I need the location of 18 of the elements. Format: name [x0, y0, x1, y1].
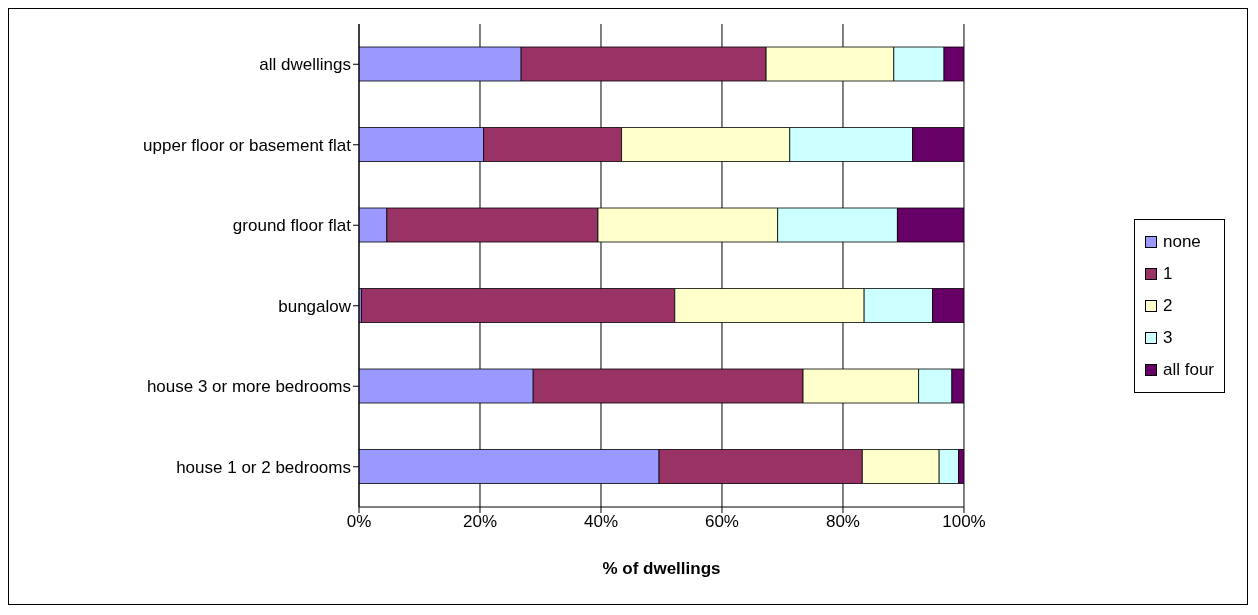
y-tick-label: house 3 or more bedrooms: [146, 377, 351, 397]
x-axis-title: % of dwellings: [602, 559, 721, 578]
y-tick-label: ground floor flat: [232, 216, 352, 236]
legend-label: all four: [1162, 359, 1214, 380]
x-tick-label: 100%: [942, 512, 986, 532]
x-tick-label: 60%: [704, 512, 739, 532]
legend-label: 3: [1162, 327, 1173, 348]
y-tick-label: all dwellings: [259, 55, 351, 75]
legend-label: 2: [1162, 295, 1173, 316]
y-tick-label: upper floor or basement flat: [143, 135, 352, 155]
legend-label: none: [1162, 231, 1201, 252]
y-tick-label: house 1 or 2 bedrooms: [176, 457, 351, 477]
x-tick-label: 0%: [346, 512, 372, 532]
legend-label: 1: [1162, 263, 1173, 284]
y-tick-label: bungalow: [278, 296, 352, 316]
x-tick-label: 20%: [462, 512, 498, 532]
x-tick-label: 80%: [825, 512, 860, 532]
x-tick-label: 40%: [583, 512, 618, 532]
